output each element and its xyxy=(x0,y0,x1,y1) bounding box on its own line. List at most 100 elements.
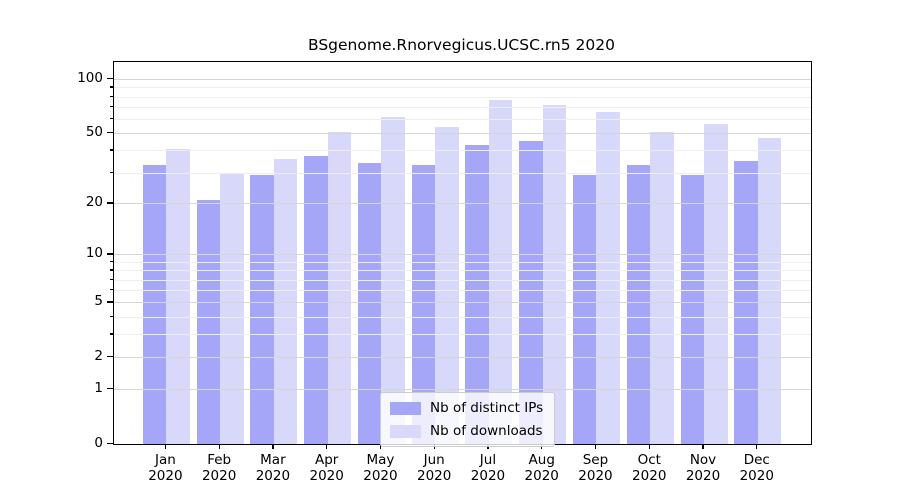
bar-distinct-ips xyxy=(465,144,489,444)
y-major-tick xyxy=(106,388,113,390)
y-tick-label: 50 xyxy=(85,124,103,141)
bar-downloads xyxy=(327,131,352,444)
x-tick-label-line: Jun xyxy=(423,452,445,468)
legend-item-downloads: Nb of downloads xyxy=(390,423,543,439)
y-minor-tick xyxy=(109,86,113,88)
bar-distinct-ips xyxy=(680,175,704,444)
bar-distinct-ips xyxy=(626,165,651,444)
x-tick-label-line: 2020 xyxy=(201,468,237,484)
legend-item-distinct-ips: Nb of distinct IPs xyxy=(390,400,543,416)
x-tick-label-line: Dec xyxy=(743,452,770,468)
y-minor-tick xyxy=(109,149,113,151)
bar-downloads xyxy=(704,124,728,444)
bar-downloads xyxy=(166,148,190,444)
y-minor-tick xyxy=(109,333,113,335)
bar-distinct-ips xyxy=(734,160,758,444)
y-major-tick xyxy=(106,253,113,255)
x-tick-label: Apr 2020 xyxy=(297,452,357,484)
x-tick-label-line: Nov xyxy=(689,452,717,468)
y-major-tick xyxy=(106,132,113,134)
y-major-tick xyxy=(106,301,113,303)
bar-downloads xyxy=(220,172,244,444)
bar-downloads xyxy=(542,104,567,444)
x-tick-label-line: Apr xyxy=(314,452,339,468)
x-tick-label-line: Mar xyxy=(260,452,286,468)
x-tick-label: Jul 2020 xyxy=(458,452,518,484)
x-tick xyxy=(164,444,166,450)
bar-distinct-ips xyxy=(519,141,543,444)
x-tick-label-line: 2020 xyxy=(632,468,667,484)
y-major-tick xyxy=(106,202,113,204)
x-tick-label-line: 2020 xyxy=(363,468,398,484)
x-tick xyxy=(379,444,382,450)
x-tick xyxy=(272,444,274,450)
legend-label: Nb of downloads xyxy=(430,423,543,439)
x-tick xyxy=(702,444,704,450)
x-tick-label-line: 2020 xyxy=(309,468,344,484)
bars-layer xyxy=(114,62,811,444)
x-tick-label-line: Sep xyxy=(582,452,609,468)
x-tick-label-line: 2020 xyxy=(148,468,183,484)
x-tick-label-line: 2020 xyxy=(470,468,506,484)
downloads-swatch-icon xyxy=(390,424,421,438)
legend-label: Nb of distinct IPs xyxy=(430,400,544,416)
x-tick xyxy=(218,444,220,450)
y-minor-tick xyxy=(109,278,113,280)
x-tick-label-line: 2020 xyxy=(417,468,452,484)
x-tick-label-line: Feb xyxy=(207,452,232,468)
bar-distinct-ips xyxy=(304,156,328,444)
x-tick-label-line: 2020 xyxy=(524,468,559,484)
x-tick-label: Nov 2020 xyxy=(673,452,733,484)
distinct-ips-swatch-icon xyxy=(390,401,421,415)
y-major-tick xyxy=(106,78,113,80)
x-tick-label-line: Jan xyxy=(154,452,176,468)
y-minor-tick xyxy=(109,261,113,263)
chart-title: BSgenome.Rnorvegicus.UCSC.rn5 2020 xyxy=(307,36,615,54)
y-minor-tick xyxy=(109,289,113,291)
plot-area: Nb of distinct IPs Nb of downloads xyxy=(113,61,812,447)
bar-downloads xyxy=(435,127,459,444)
y-minor-tick xyxy=(109,95,113,97)
bar-distinct-ips xyxy=(411,165,436,444)
x-tick-label: May 2020 xyxy=(350,452,410,484)
y-tick-label: 1 xyxy=(94,380,103,397)
y-minor-tick xyxy=(109,269,113,271)
x-tick-label-line: May xyxy=(366,452,395,468)
bar-downloads xyxy=(596,111,620,444)
bar-downloads xyxy=(757,138,782,444)
x-tick-label: Sep 2020 xyxy=(565,452,625,484)
bar-distinct-ips xyxy=(142,165,167,444)
x-tick xyxy=(756,444,758,450)
y-major-tick xyxy=(106,443,113,445)
y-minor-tick xyxy=(109,171,113,173)
legend: Nb of distinct IPs Nb of downloads xyxy=(380,392,556,447)
y-tick-label: 20 xyxy=(85,194,103,211)
bar-downloads xyxy=(273,158,298,444)
x-tick-label-line: Oct xyxy=(637,452,661,468)
x-tick xyxy=(648,444,650,450)
bar-distinct-ips xyxy=(196,199,221,444)
x-tick-label: Dec 2020 xyxy=(727,452,787,484)
x-tick xyxy=(326,444,328,450)
x-tick-label-line: 2020 xyxy=(255,468,291,484)
y-tick-label: 10 xyxy=(85,245,103,262)
x-tick-label: Jun 2020 xyxy=(404,452,464,484)
x-tick-label-line: 2020 xyxy=(578,468,613,484)
y-tick-label: 0 xyxy=(94,435,103,451)
x-tick-label: Mar 2020 xyxy=(243,452,303,484)
x-tick-label: Aug 2020 xyxy=(512,452,572,484)
y-tick-label: 5 xyxy=(94,293,103,310)
x-tick-label-line: 2020 xyxy=(739,468,774,484)
x-tick-label: Feb 2020 xyxy=(189,452,249,484)
y-minor-tick xyxy=(109,106,113,108)
bar-downloads xyxy=(650,131,674,444)
x-tick xyxy=(594,444,597,450)
x-tick-label: Jan 2020 xyxy=(135,452,195,484)
y-tick-label: 2 xyxy=(94,348,103,365)
y-major-tick xyxy=(106,356,113,358)
x-tick-label: Oct 2020 xyxy=(619,452,679,484)
bar-distinct-ips xyxy=(250,175,274,444)
x-tick-label-line: Aug xyxy=(528,452,555,468)
y-tick-label: 100 xyxy=(77,70,103,87)
